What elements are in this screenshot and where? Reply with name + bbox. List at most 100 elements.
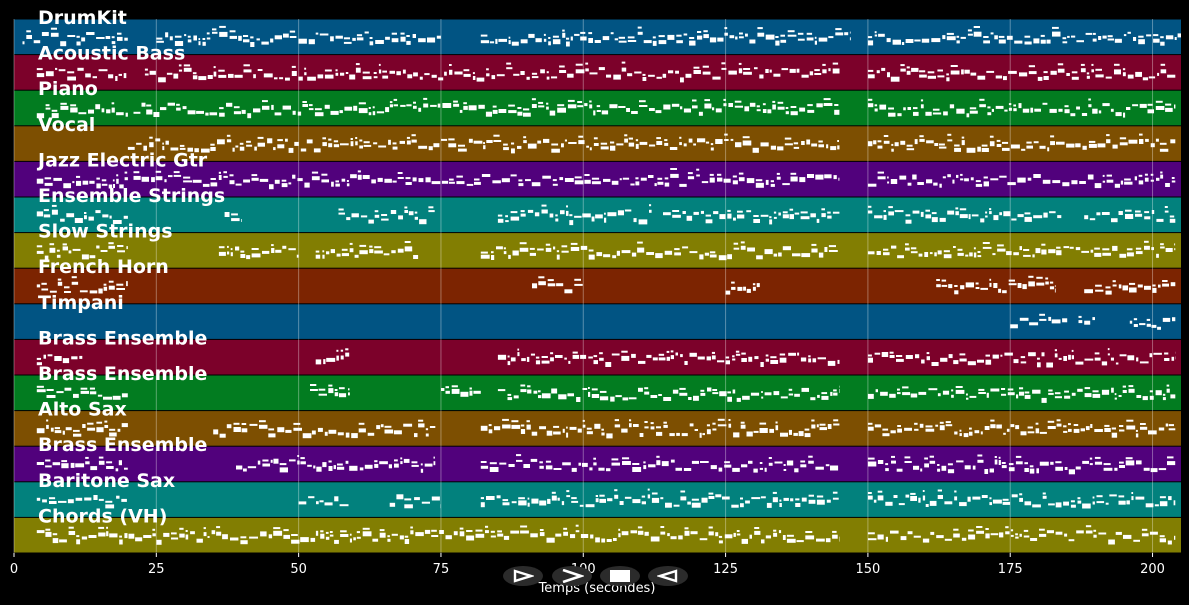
rewind-button[interactable] xyxy=(648,566,688,586)
note xyxy=(615,395,622,398)
note xyxy=(1159,142,1167,145)
note xyxy=(1064,390,1069,393)
note xyxy=(783,464,786,466)
note xyxy=(569,214,573,217)
note xyxy=(806,32,813,35)
note xyxy=(259,420,266,423)
note xyxy=(192,72,197,75)
note xyxy=(925,428,935,432)
note xyxy=(155,138,161,142)
note xyxy=(954,144,960,147)
note xyxy=(599,498,606,503)
stop-button[interactable] xyxy=(600,566,640,586)
note xyxy=(1023,535,1030,538)
note xyxy=(339,110,343,114)
note xyxy=(1159,538,1166,543)
note xyxy=(356,34,363,37)
note xyxy=(298,501,307,505)
forward-button[interactable] xyxy=(552,566,592,586)
note xyxy=(672,389,679,394)
note xyxy=(527,502,530,507)
note xyxy=(953,533,960,538)
note xyxy=(1064,467,1068,470)
note xyxy=(782,535,786,540)
note xyxy=(413,72,418,77)
note xyxy=(1177,33,1181,38)
note xyxy=(121,393,128,398)
note xyxy=(1109,494,1117,497)
note xyxy=(746,431,753,437)
note xyxy=(306,139,313,144)
play-button[interactable] xyxy=(503,566,543,586)
note xyxy=(867,422,873,425)
note xyxy=(315,32,319,35)
note xyxy=(170,147,179,151)
note xyxy=(413,105,417,109)
note xyxy=(900,64,905,67)
note xyxy=(959,208,967,211)
note xyxy=(1088,140,1096,143)
note xyxy=(233,422,240,425)
note xyxy=(606,74,612,78)
note xyxy=(1027,426,1033,429)
note xyxy=(474,181,481,185)
note xyxy=(937,250,942,255)
note xyxy=(510,216,520,221)
note xyxy=(1125,457,1133,460)
note xyxy=(559,65,565,68)
note xyxy=(575,69,585,74)
note xyxy=(749,102,756,107)
note xyxy=(743,286,746,291)
note xyxy=(79,290,88,293)
track-notes xyxy=(36,61,1176,83)
note xyxy=(1010,324,1018,329)
note xyxy=(1085,32,1092,35)
note xyxy=(727,254,732,260)
note xyxy=(639,100,646,103)
note xyxy=(717,424,727,427)
note xyxy=(1157,326,1161,330)
note xyxy=(919,74,927,78)
note xyxy=(697,356,705,360)
note xyxy=(985,215,988,218)
note xyxy=(755,182,764,188)
note xyxy=(793,146,800,149)
note xyxy=(897,255,904,259)
note xyxy=(759,467,763,470)
note xyxy=(696,168,700,171)
note xyxy=(1093,534,1097,538)
note xyxy=(507,397,513,401)
note xyxy=(510,174,517,177)
note xyxy=(1135,496,1145,500)
note xyxy=(782,214,789,219)
note xyxy=(273,530,283,536)
track-notes xyxy=(36,97,1176,119)
note xyxy=(742,140,752,146)
note xyxy=(702,433,705,436)
note xyxy=(816,218,820,223)
note xyxy=(989,208,992,211)
note xyxy=(505,215,508,218)
track-lane xyxy=(14,517,1181,553)
track-label: Brass Ensemble xyxy=(38,363,207,385)
note xyxy=(503,251,507,255)
note xyxy=(1106,139,1111,144)
note xyxy=(628,142,635,147)
note xyxy=(385,36,390,40)
note xyxy=(1145,503,1154,508)
note xyxy=(330,249,335,254)
note xyxy=(257,142,265,147)
note xyxy=(372,111,376,116)
note xyxy=(731,286,736,290)
note xyxy=(561,143,564,148)
note xyxy=(282,105,291,110)
note xyxy=(60,102,67,105)
note xyxy=(508,104,515,107)
note xyxy=(1126,419,1134,422)
note xyxy=(57,278,62,281)
note xyxy=(1125,460,1135,466)
note xyxy=(230,537,239,541)
note xyxy=(337,466,345,470)
note xyxy=(725,360,730,365)
note xyxy=(762,103,766,106)
